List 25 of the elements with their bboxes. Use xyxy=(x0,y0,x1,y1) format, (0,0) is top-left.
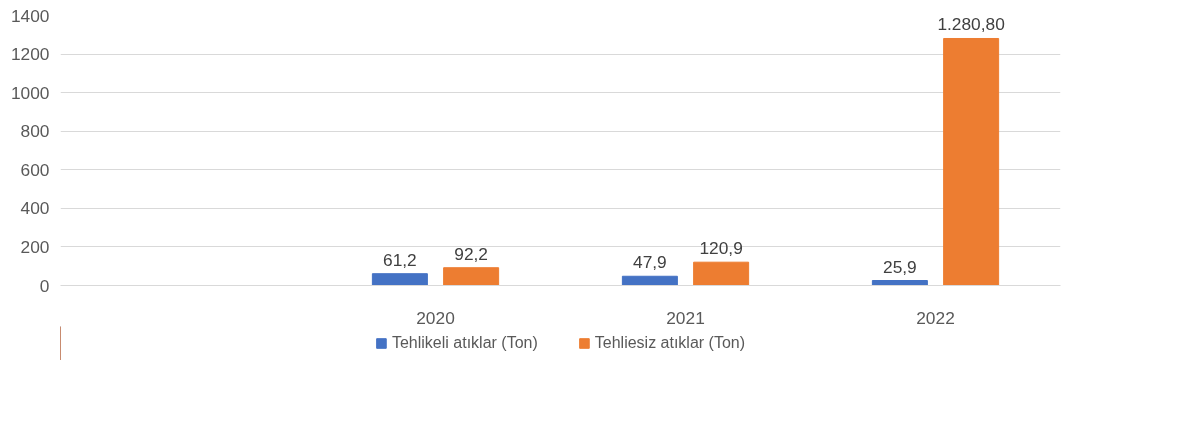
bar xyxy=(371,273,428,286)
x-tick-label: 2022 xyxy=(916,307,955,328)
y-tick-label: 1000 xyxy=(10,82,50,103)
y-tick-label: 1400 xyxy=(10,5,50,26)
legend-label: Tehlikeli atıklar (Ton) xyxy=(391,334,538,352)
bar xyxy=(871,280,928,286)
data-label: 47,9 xyxy=(633,252,667,273)
bar xyxy=(693,261,750,286)
bar xyxy=(943,37,1000,286)
data-label: 25,9 xyxy=(883,256,917,277)
y-tick-label: 1200 xyxy=(10,44,50,65)
data-label: 92,2 xyxy=(454,243,488,264)
y-tick-label: 200 xyxy=(20,236,50,257)
bar xyxy=(621,275,678,286)
x-tick-label: 2020 xyxy=(416,307,455,328)
legend-label: Tehliesiz atıklar (Ton) xyxy=(594,334,746,352)
y-tick-label: 0 xyxy=(39,275,50,296)
x-tick-label: 2021 xyxy=(666,307,705,328)
data-label: 120,9 xyxy=(699,238,743,259)
y-tick-label: 600 xyxy=(20,159,50,180)
y-tick-label: 400 xyxy=(20,198,50,219)
data-label: 61,2 xyxy=(383,249,417,270)
bar xyxy=(443,267,500,286)
y-tick-label: 800 xyxy=(20,121,50,142)
data-label: 1.280,80 xyxy=(937,14,1005,35)
